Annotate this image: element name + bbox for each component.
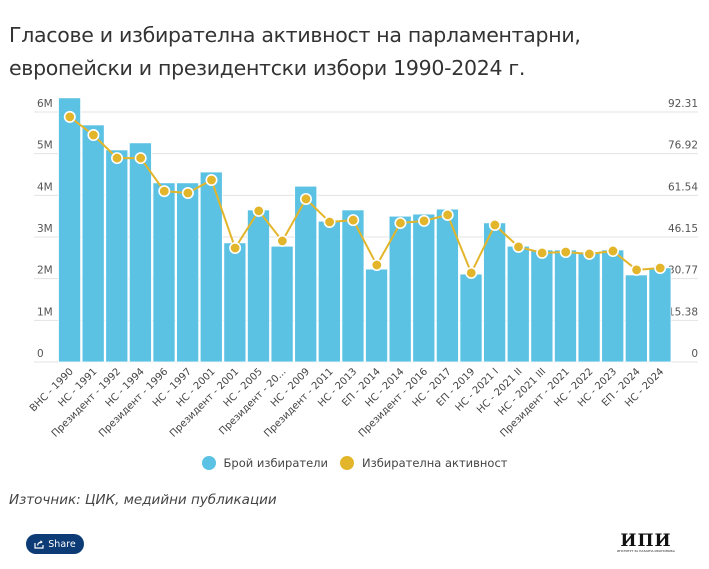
turnout-point	[536, 246, 549, 259]
legend-marker-voters	[201, 456, 216, 470]
bar	[199, 171, 223, 363]
turnout-point	[370, 259, 383, 272]
turnout-point	[465, 266, 478, 279]
turnout-point	[559, 246, 572, 259]
legend-label-voters: Брой избиратели	[223, 456, 328, 470]
turnout-point	[606, 244, 619, 257]
turnout-point	[488, 218, 501, 231]
bar	[601, 249, 625, 363]
turnout-point	[87, 129, 100, 142]
bar	[506, 245, 530, 363]
bar	[412, 213, 436, 363]
legend-marker-turnout	[339, 456, 354, 470]
bar	[247, 209, 270, 363]
turnout-point	[205, 174, 218, 187]
legend-item-voters[interactable]: Брой избиратели	[201, 456, 328, 470]
turnout-point	[583, 247, 596, 260]
y-tick-left: 4M	[37, 181, 53, 193]
share-icon	[34, 540, 44, 549]
bar	[341, 209, 365, 363]
share-label: Share	[48, 538, 76, 550]
turnout-point	[654, 262, 667, 275]
y-tick-left: 5M	[37, 140, 53, 152]
turnout-point	[512, 240, 525, 253]
bar	[270, 245, 294, 363]
logo-subtitle: ИНСТИТУТ ЗА ПАЗАРНА ИКОНОМИКА	[617, 549, 675, 553]
y-tick-right: 0	[691, 348, 698, 360]
y-tick-right: 61.54	[668, 181, 698, 193]
bar	[294, 185, 318, 363]
bar	[365, 268, 389, 363]
line-series	[63, 110, 667, 279]
bar	[105, 149, 129, 363]
bar	[223, 242, 247, 363]
bar	[388, 215, 412, 363]
y-axis-right: 0 15.38 30.77 46.15 61.54 76.92 92.31	[668, 98, 698, 360]
bar	[58, 97, 82, 363]
y-tick-right: 15.38	[668, 306, 698, 318]
turnout-point	[630, 263, 643, 276]
bar	[530, 249, 554, 363]
chart-title: Гласове и избирателна активност на парла…	[9, 23, 581, 80]
bar-series	[58, 97, 672, 363]
bar	[624, 274, 648, 363]
logo-mark: ИПИ	[620, 531, 672, 551]
turnout-point	[276, 234, 289, 247]
turnout-point	[347, 214, 360, 227]
bar	[152, 182, 176, 363]
combo-chart: 0 1M 2M 3M 4M 5M 6M 0 15.38 30.77 46.15 61.54 76.92…	[28, 97, 698, 440]
turnout-point	[394, 217, 407, 230]
turnout-point	[441, 208, 454, 221]
legend-label-turnout: Избирателна активност	[361, 456, 508, 470]
share-button[interactable]: Share	[26, 534, 84, 554]
turnout-point	[418, 214, 431, 227]
turnout-point	[63, 110, 76, 123]
turnout-point	[181, 187, 194, 200]
bar	[483, 222, 507, 363]
bar	[459, 273, 483, 363]
source-note: Източник: ЦИК, медийни публикации	[9, 492, 277, 508]
turnout-point	[323, 215, 336, 228]
turnout-point	[158, 185, 171, 198]
legend-item-turnout[interactable]: Избирателна активност	[339, 456, 508, 470]
turnout-point	[134, 152, 147, 165]
y-tick-right: 92.31	[668, 98, 698, 110]
y-tick-right: 76.92	[668, 140, 698, 152]
bar	[128, 142, 152, 363]
legend: Брой избиратели Избирателна активност	[0, 456, 709, 470]
bar	[577, 251, 601, 363]
y-tick-left: 2M	[37, 265, 53, 277]
bar	[554, 249, 577, 363]
bar	[648, 267, 672, 363]
y-tick-right: 46.15	[668, 223, 698, 235]
y-tick-left: 6M	[37, 98, 53, 110]
turnout-point	[299, 192, 312, 205]
turnout-point	[111, 152, 124, 165]
turnout-point	[229, 241, 242, 254]
bar	[317, 220, 341, 363]
logo: ИПИ ИНСТИТУТ ЗА ПАЗАРНА ИКОНОМИКА	[610, 531, 682, 554]
turnout-point	[252, 204, 265, 217]
bar	[176, 182, 200, 363]
bar	[81, 124, 105, 363]
y-tick-left: 3M	[37, 223, 53, 235]
y-axis-left: 0 1M 2M 3M 4M 5M 6M	[37, 98, 53, 360]
y-tick-left: 1M	[37, 306, 53, 318]
y-tick-left: 0	[37, 348, 44, 360]
y-tick-right: 30.77	[668, 265, 698, 277]
